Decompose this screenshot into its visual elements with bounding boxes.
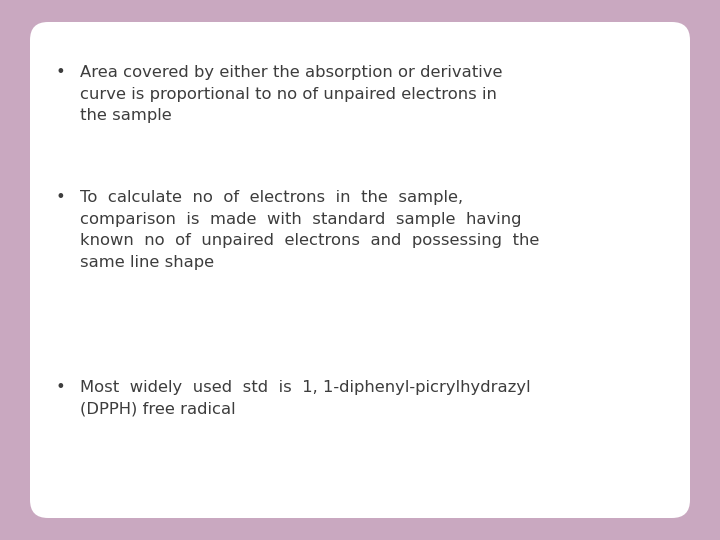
Text: Most  widely  used  std  is  1, 1-diphenyl-picrylhydrazyl
(DPPH) free radical: Most widely used std is 1, 1-diphenyl-pi…	[80, 380, 531, 416]
Text: To  calculate  no  of  electrons  in  the  sample,
comparison  is  made  with  s: To calculate no of electrons in the samp…	[80, 190, 539, 270]
Text: •: •	[55, 65, 65, 80]
Text: •: •	[55, 380, 65, 395]
FancyBboxPatch shape	[30, 22, 690, 518]
Text: Area covered by either the absorption or derivative
curve is proportional to no : Area covered by either the absorption or…	[80, 65, 503, 123]
Text: •: •	[55, 190, 65, 205]
